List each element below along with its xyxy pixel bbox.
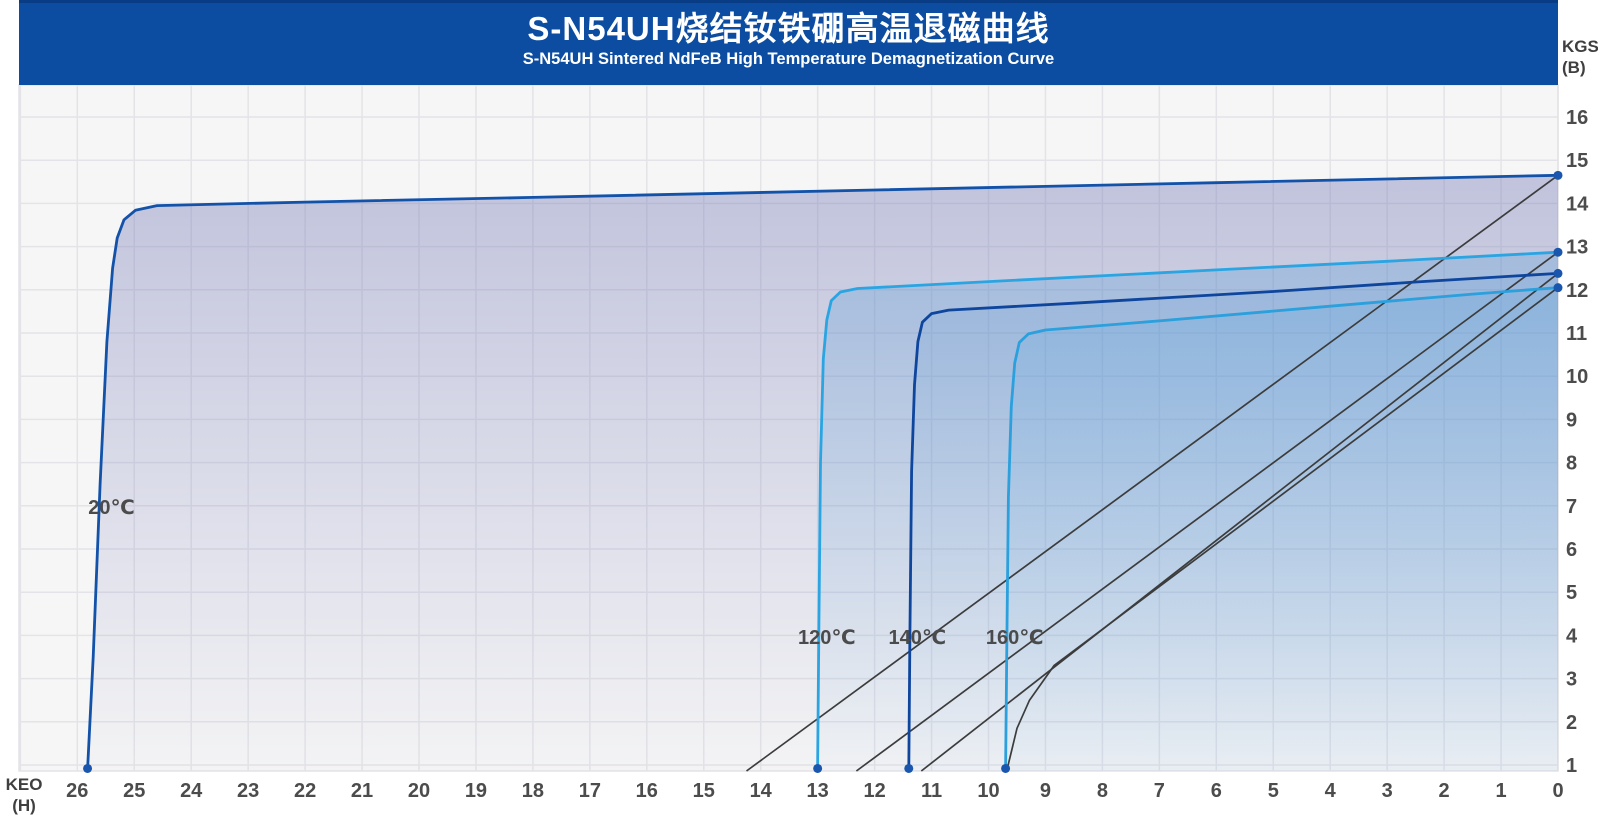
x-tick-label-7: 7 [1154, 780, 1165, 802]
x-tick-label-20: 20 [408, 780, 430, 802]
x-tick-label-6: 6 [1211, 780, 1222, 802]
x-tick-label-8: 8 [1097, 780, 1108, 802]
y-tick-label-2: 2 [1566, 712, 1577, 734]
x-axis-unit-label: KEO (H) [1, 774, 47, 816]
x-tick-label-23: 23 [237, 780, 259, 802]
temperature-label: 160℃ [986, 627, 1044, 649]
y-tick-label-15: 15 [1566, 150, 1588, 172]
x-tick-label-22: 22 [294, 780, 316, 802]
x-unit-line1: KEO [5, 775, 43, 794]
curve-endpoint-marker [1553, 247, 1563, 257]
x-tick-label-14: 14 [750, 780, 773, 802]
temperature-label: 120℃ [798, 627, 856, 649]
temperature-label: 20℃ [88, 497, 134, 519]
curve-20C-normal [745, 174, 1559, 772]
y-tick-label-11: 11 [1566, 323, 1587, 345]
y-tick-label-1: 1 [1566, 755, 1577, 777]
curve-endpoint-marker [813, 763, 823, 773]
y-tick-label-4: 4 [1566, 625, 1578, 647]
area-fill-160C-intrinsic [1005, 287, 1558, 771]
x-tick-label-17: 17 [579, 780, 601, 802]
x-tick-label-0: 0 [1552, 780, 1563, 802]
x-tick-label-1: 1 [1495, 780, 1506, 802]
y-tick-label-6: 6 [1566, 539, 1577, 561]
x-tick-label-4: 4 [1325, 780, 1337, 802]
y-tick-label-12: 12 [1566, 280, 1588, 302]
x-tick-label-25: 25 [123, 780, 145, 802]
page-title: S-N54UH烧结钕铁硼高温退磁曲线 [527, 10, 1050, 47]
x-tick-label-3: 3 [1382, 780, 1393, 802]
curve-120C-normal [855, 251, 1559, 772]
y-axis-unit-label: KGS (B) [1562, 36, 1598, 78]
y-tick-label-8: 8 [1566, 453, 1577, 475]
curve-endpoint-marker [1553, 268, 1563, 278]
temperature-label: 140℃ [889, 627, 947, 649]
curve-160C-intrinsic [1004, 286, 1560, 770]
y-unit-line2: (B) [1562, 58, 1586, 77]
curve-20C-intrinsic [86, 173, 1560, 770]
x-unit-line2: (H) [12, 796, 36, 815]
x-tick-label-5: 5 [1268, 780, 1279, 802]
x-tick-label-21: 21 [351, 780, 373, 802]
x-tick-label-12: 12 [863, 780, 885, 802]
curve-120C-intrinsic [816, 250, 1560, 770]
x-tick-label-9: 9 [1040, 780, 1051, 802]
curve-endpoint-marker [1553, 170, 1563, 180]
chart-title-bar: S-N54UH烧结钕铁硼高温退磁曲线 S-N54UH Sintered NdFe… [19, 0, 1558, 85]
y-tick-label-7: 7 [1566, 496, 1577, 518]
curve-140C-intrinsic [907, 272, 1560, 770]
x-tick-label-24: 24 [180, 780, 203, 802]
curve-140C-normal [920, 272, 1559, 772]
x-tick-label-10: 10 [977, 780, 999, 802]
page-subtitle: S-N54UH Sintered NdFeB High Temperature … [522, 50, 1055, 68]
x-tick-label-15: 15 [693, 780, 715, 802]
curve-160C-normal [1006, 286, 1559, 769]
x-tick-label-19: 19 [465, 780, 487, 802]
x-tick-label-16: 16 [636, 780, 658, 802]
y-tick-label-10: 10 [1566, 366, 1588, 388]
x-tick-label-13: 13 [807, 780, 829, 802]
x-tick-label-26: 26 [66, 780, 88, 802]
x-tick-label-2: 2 [1439, 780, 1450, 802]
y-tick-label-3: 3 [1566, 669, 1577, 691]
y-tick-label-9: 9 [1566, 409, 1577, 431]
curve-endpoint-marker [904, 763, 914, 773]
x-tick-label-18: 18 [522, 780, 544, 802]
curve-endpoint-marker [83, 763, 93, 773]
y-tick-label-13: 13 [1566, 237, 1588, 259]
curve-endpoint-marker [1001, 763, 1011, 773]
y-tick-label-16: 16 [1566, 107, 1588, 129]
x-tick-label-11: 11 [921, 780, 942, 802]
y-tick-label-14: 14 [1566, 193, 1589, 215]
y-unit-line1: KGS [1562, 37, 1598, 56]
curve-endpoint-marker [1553, 283, 1563, 293]
y-tick-label-5: 5 [1566, 582, 1577, 604]
